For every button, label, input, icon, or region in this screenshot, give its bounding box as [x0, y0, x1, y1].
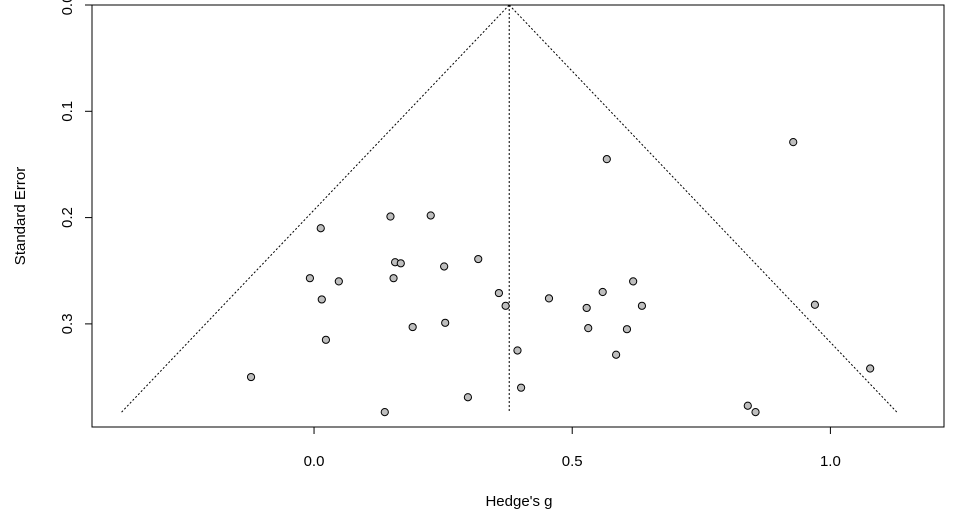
study-point: [612, 350, 621, 359]
x-tick-label: 1.0: [820, 453, 841, 470]
funnel-right-line: [508, 4, 898, 413]
study-point: [463, 393, 473, 402]
study-point: [751, 408, 760, 417]
points-layer: [246, 138, 875, 417]
study-point: [501, 301, 510, 310]
study-point: [513, 346, 522, 355]
study-point: [629, 277, 638, 286]
study-point: [637, 301, 647, 310]
study-point: [582, 303, 591, 313]
study-point: [440, 262, 449, 271]
y-tick-label: 0.1: [59, 101, 76, 122]
study-point: [544, 294, 554, 303]
study-point: [305, 274, 315, 283]
study-point: [334, 277, 343, 286]
study-point: [602, 155, 611, 164]
funnel-left-line: [121, 4, 510, 413]
study-point: [622, 325, 632, 334]
study-point: [317, 295, 326, 304]
y-tick-label: 0.3: [59, 313, 76, 334]
study-point: [789, 138, 798, 147]
study-point: [389, 274, 398, 283]
study-point: [584, 324, 593, 333]
study-point: [386, 212, 395, 221]
x-axis: 0.0 0.5 1.0: [304, 427, 841, 470]
study-point: [426, 211, 435, 220]
study-point: [441, 318, 450, 327]
funnel-layer: [121, 4, 898, 413]
study-point: [866, 364, 875, 373]
study-point: [474, 254, 483, 264]
y-tick-label: 0.2: [59, 207, 76, 228]
y-axis: 0.0 0.1 0.2 0.3: [59, 0, 92, 334]
study-point: [316, 224, 325, 233]
study-point: [408, 322, 417, 332]
study-point: [246, 372, 256, 382]
y-tick-label: 0.0: [59, 0, 76, 15]
study-point: [321, 335, 331, 344]
x-tick-label: 0.5: [562, 453, 583, 470]
study-point: [494, 288, 503, 298]
study-point: [380, 408, 389, 417]
study-point: [598, 287, 607, 297]
plot-area-frame: [91, 4, 945, 428]
study-point: [743, 401, 752, 410]
study-point: [810, 300, 820, 309]
x-axis-label: Hedge's g: [485, 493, 552, 510]
study-point: [516, 383, 526, 392]
y-axis-label: Standard Error: [12, 167, 29, 265]
study-point: [396, 259, 405, 268]
x-tick-label: 0.0: [304, 453, 325, 470]
